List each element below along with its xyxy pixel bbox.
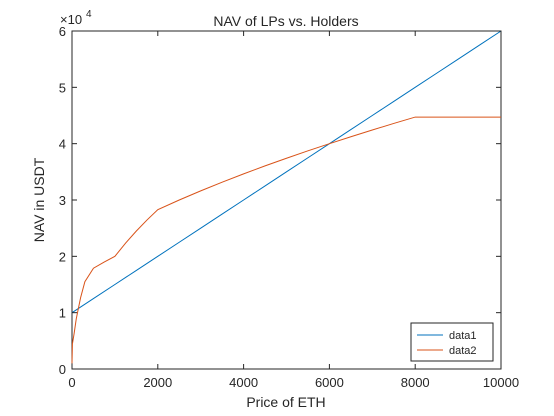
y-tick-label: 2 [59, 249, 66, 264]
legend-label-data2: data2 [449, 345, 477, 357]
legend-label-data1: data1 [449, 330, 477, 342]
x-tick-label: 2000 [143, 375, 172, 390]
x-tick-label: 10000 [483, 375, 519, 390]
y-tick-label: 4 [59, 137, 66, 152]
y-exponent-power: 4 [86, 9, 92, 20]
y-tick-label: 3 [59, 193, 66, 208]
legend: data1 data2 [410, 322, 494, 362]
chart-title: NAV of LPs vs. Holders [213, 13, 358, 29]
y-axis-title: NAV in USDT [31, 157, 47, 242]
y-exponent: ×10 4 [60, 9, 92, 27]
y-tick-label: 0 [59, 362, 66, 377]
x-tick-label: 0 [68, 375, 75, 390]
series-layer [71, 30, 502, 364]
y-exponent-base: ×10 [60, 12, 82, 27]
x-tick-label: 8000 [401, 375, 430, 390]
plot-area [71, 30, 502, 370]
y-tick-label: 1 [59, 306, 66, 321]
x-tick-label: 4000 [229, 375, 258, 390]
x-tick-label: 6000 [315, 375, 344, 390]
y-tick-label: 5 [59, 80, 66, 95]
y-tick-label: 6 [59, 24, 66, 39]
series-line-data1 [71, 30, 502, 314]
x-axis-title: Price of ETH [246, 394, 325, 410]
plot-frame [71, 30, 502, 370]
series-line-data2 [71, 116, 501, 364]
ticks-layer: 0 2000 4000 6000 8000 10000 0 1 2 3 4 5 6 [59, 24, 519, 390]
legend-box [410, 322, 494, 362]
